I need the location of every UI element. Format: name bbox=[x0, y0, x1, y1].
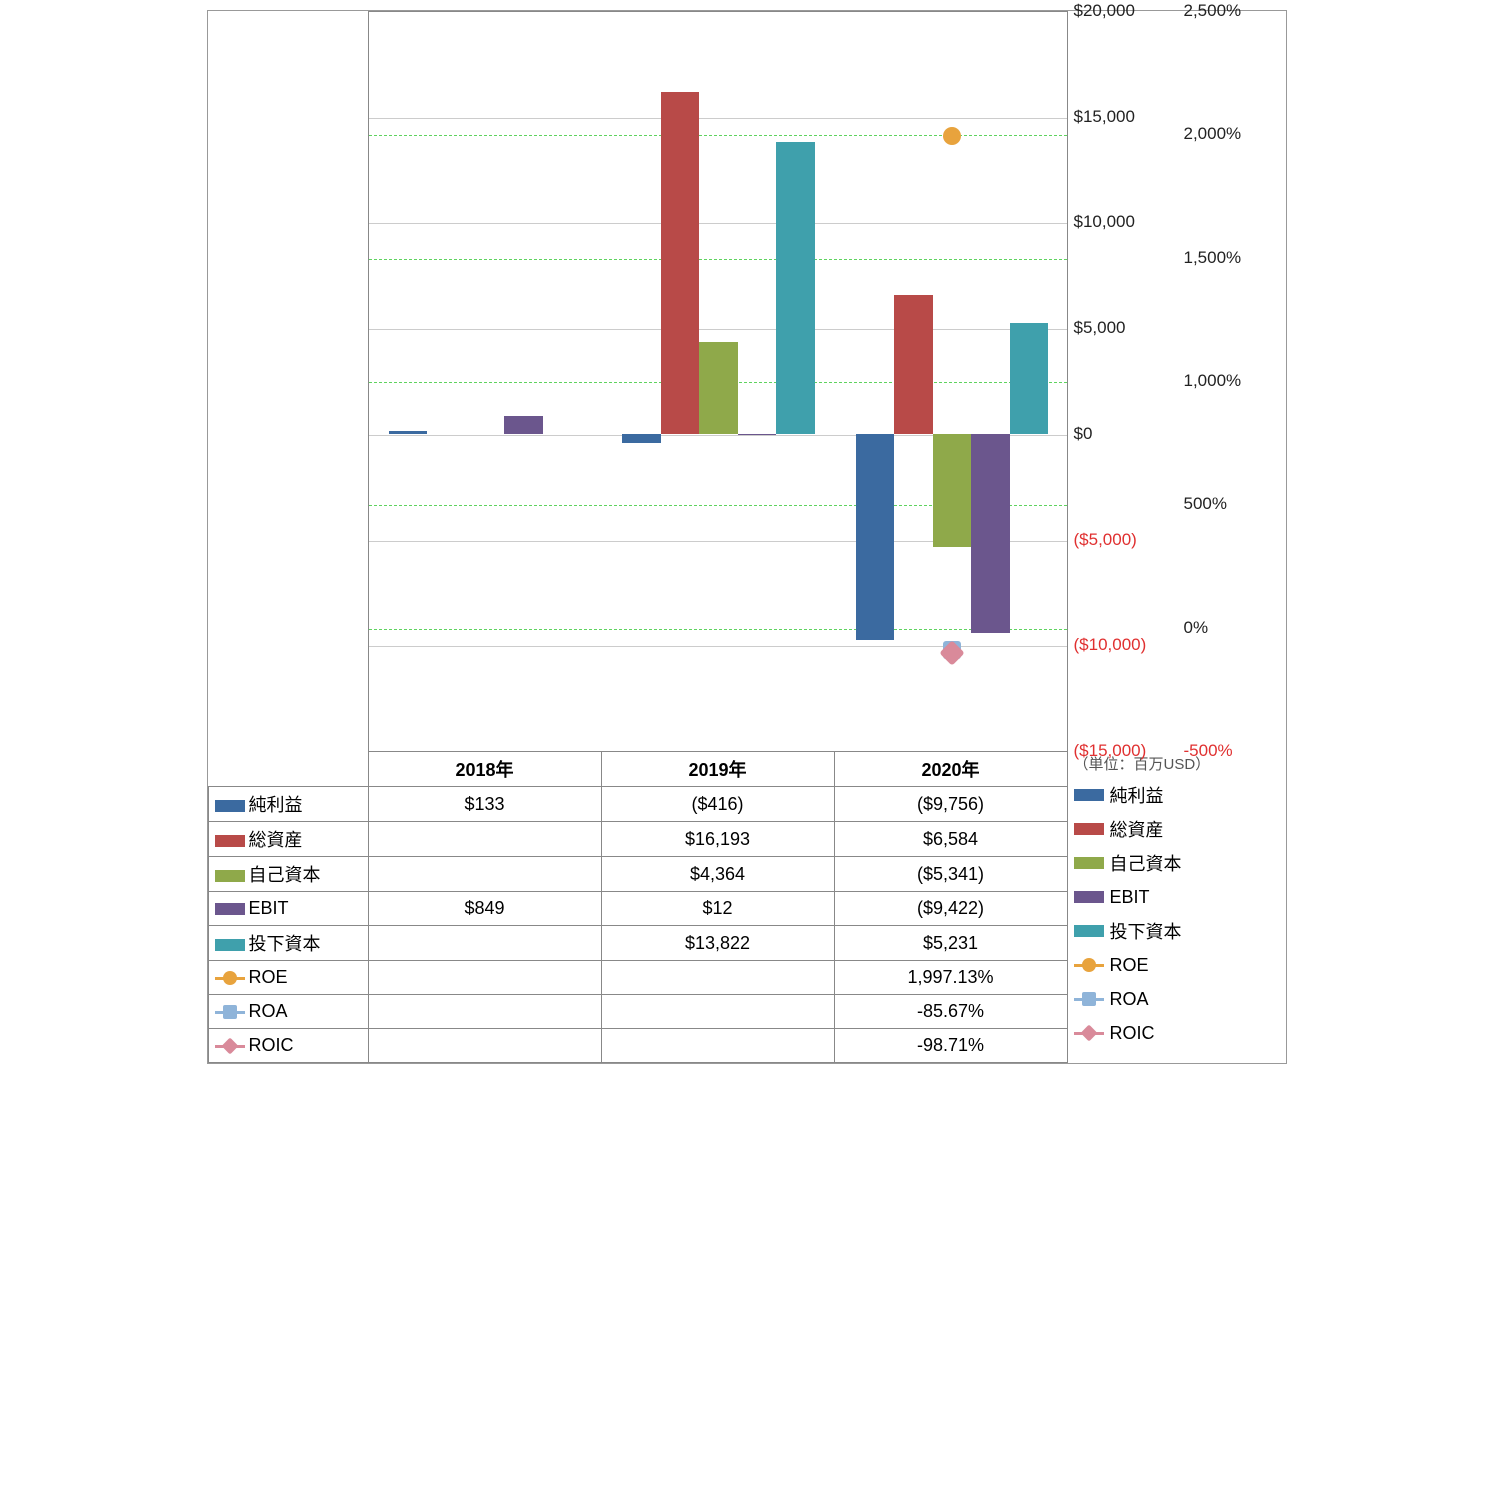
table-cell bbox=[368, 926, 601, 961]
table-cell: -85.67% bbox=[834, 995, 1067, 1029]
legend-item-inv_capital: 投下資本 bbox=[1068, 914, 1278, 948]
gridline-secondary bbox=[369, 629, 1067, 630]
bar-net_income bbox=[856, 434, 895, 640]
bottom-row: 2018年2019年2020年純利益$133($416)($9,756)総資産$… bbox=[208, 751, 1286, 1063]
table-row: ROA -85.67% bbox=[208, 995, 1067, 1029]
gridline-primary bbox=[369, 118, 1067, 119]
table-row: 自己資本 $4,364($5,341) bbox=[208, 857, 1067, 892]
secondary-tick-label: 2,500% bbox=[1184, 1, 1278, 21]
secondary-y-axis: -500%0%500%1,000%1,500%2,000%2,500% bbox=[1178, 11, 1278, 751]
gridline-secondary bbox=[369, 259, 1067, 260]
bar-equity bbox=[699, 342, 738, 434]
table-cell: -98.71% bbox=[834, 1029, 1067, 1063]
secondary-tick-label: 2,000% bbox=[1184, 124, 1278, 144]
table-cell: $13,822 bbox=[601, 926, 834, 961]
row-label-equity: 自己資本 bbox=[208, 857, 368, 892]
gridline-primary bbox=[369, 223, 1067, 224]
primary-tick-label: ($15,000) bbox=[1074, 741, 1178, 761]
table-cell bbox=[601, 1029, 834, 1063]
table-cell bbox=[368, 857, 601, 892]
legend-item-ebit: EBIT bbox=[1068, 880, 1278, 914]
primary-tick-label: $0 bbox=[1074, 424, 1178, 444]
row-label-ebit: EBIT bbox=[208, 892, 368, 926]
table-cell: ($9,756) bbox=[834, 787, 1067, 822]
legend-item-roa: ROA bbox=[1068, 982, 1278, 1016]
bar-ebit bbox=[504, 416, 543, 434]
bar-net_income bbox=[389, 431, 428, 434]
primary-tick-label: ($10,000) bbox=[1074, 635, 1178, 655]
table-row: 総資産 $16,193$6,584 bbox=[208, 822, 1067, 857]
row-label-inv_capital: 投下資本 bbox=[208, 926, 368, 961]
primary-tick-label: $5,000 bbox=[1074, 318, 1178, 338]
row-label-roic: ROIC bbox=[208, 1029, 368, 1063]
bar-total_assets bbox=[661, 92, 700, 434]
legend-item-roe: ROE bbox=[1068, 948, 1278, 982]
table-row: ROIC -98.71% bbox=[208, 1029, 1067, 1063]
table-cell: ($5,341) bbox=[834, 857, 1067, 892]
bar-ebit bbox=[971, 434, 1010, 633]
legend-item-equity: 自己資本 bbox=[1068, 846, 1278, 880]
row-label-net_income: 純利益 bbox=[208, 787, 368, 822]
legend-item-net_income: 純利益 bbox=[1068, 778, 1278, 812]
bar-inv_capital bbox=[776, 142, 815, 434]
table-cell bbox=[368, 995, 601, 1029]
data-table-panel: 2018年2019年2020年純利益$133($416)($9,756)総資産$… bbox=[208, 751, 1068, 1063]
table-cell bbox=[368, 1029, 601, 1063]
table-cell bbox=[601, 995, 834, 1029]
secondary-tick-label: 1,000% bbox=[1184, 371, 1278, 391]
table-row: ROE 1,997.13% bbox=[208, 961, 1067, 995]
bar-net_income bbox=[622, 434, 661, 443]
bar-inv_capital bbox=[1010, 323, 1049, 434]
table-row: 純利益$133($416)($9,756) bbox=[208, 787, 1067, 822]
primary-y-axis: ($15,000)($10,000)($5,000)$0$5,000$10,00… bbox=[1068, 11, 1178, 751]
table-header-year: 2018年 bbox=[368, 752, 601, 787]
plot-row: ($15,000)($10,000)($5,000)$0$5,000$10,00… bbox=[208, 11, 1286, 751]
plot-left-pad bbox=[208, 11, 368, 751]
table-cell bbox=[368, 961, 601, 995]
legend-panel: （単位：百万USD） 純利益総資産自己資本EBIT投下資本ROEROAROIC bbox=[1068, 751, 1278, 1063]
bar-equity bbox=[933, 434, 972, 547]
secondary-tick-label: 0% bbox=[1184, 618, 1278, 638]
table-cell: $133 bbox=[368, 787, 601, 822]
table-cell: ($416) bbox=[601, 787, 834, 822]
table-cell bbox=[601, 961, 834, 995]
table-cell: $6,584 bbox=[834, 822, 1067, 857]
secondary-tick-label: 1,500% bbox=[1184, 248, 1278, 268]
row-label-roa: ROA bbox=[208, 995, 368, 1029]
secondary-tick-label: 500% bbox=[1184, 494, 1278, 514]
table-header-year: 2020年 bbox=[834, 752, 1067, 787]
table-row: EBIT$849$12($9,422) bbox=[208, 892, 1067, 926]
row-label-total_assets: 総資産 bbox=[208, 822, 368, 857]
table-cell: $4,364 bbox=[601, 857, 834, 892]
legend-item-roic: ROIC bbox=[1068, 1016, 1278, 1050]
financial-chart: ($15,000) ($10,000) ($5,000) $0 $5,000 $10,00… bbox=[207, 10, 1287, 1064]
table-cell: $12 bbox=[601, 892, 834, 926]
table-cell: $849 bbox=[368, 892, 601, 926]
bar-total_assets bbox=[894, 295, 933, 434]
gridline-primary bbox=[369, 329, 1067, 330]
primary-tick-label: $10,000 bbox=[1074, 212, 1178, 232]
gridline-primary bbox=[369, 646, 1067, 647]
plot-area bbox=[368, 11, 1068, 751]
secondary-tick-label: -500% bbox=[1184, 741, 1278, 761]
primary-tick-label: ($5,000) bbox=[1074, 530, 1178, 550]
table-cell: $5,231 bbox=[834, 926, 1067, 961]
table-cell: ($9,422) bbox=[834, 892, 1067, 926]
table-row: 投下資本 $13,822$5,231 bbox=[208, 926, 1067, 961]
data-table: 2018年2019年2020年純利益$133($416)($9,756)総資産$… bbox=[208, 751, 1068, 1063]
row-label-roe: ROE bbox=[208, 961, 368, 995]
primary-tick-label: $20,000 bbox=[1074, 1, 1178, 21]
primary-tick-label: $15,000 bbox=[1074, 107, 1178, 127]
table-cell bbox=[368, 822, 601, 857]
legend-item-total_assets: 総資産 bbox=[1068, 812, 1278, 846]
table-header-year: 2019年 bbox=[601, 752, 834, 787]
gridline-secondary bbox=[369, 135, 1067, 136]
table-cell: $16,193 bbox=[601, 822, 834, 857]
marker-roe bbox=[943, 127, 961, 145]
table-cell: 1,997.13% bbox=[834, 961, 1067, 995]
